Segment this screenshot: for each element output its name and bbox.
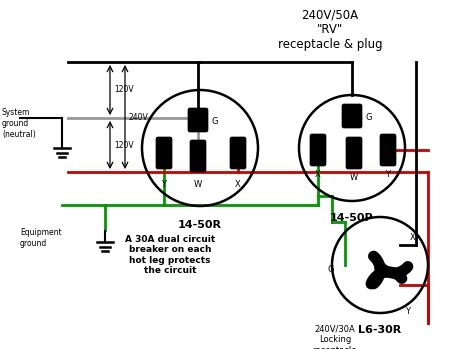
Text: 14-50R: 14-50R [178,220,222,230]
Text: Y: Y [405,307,410,316]
Text: 120V: 120V [114,141,134,149]
Text: A 30A dual circuit
breaker on each
hot leg protects
the circuit: A 30A dual circuit breaker on each hot l… [125,235,215,275]
Text: W: W [194,180,202,189]
Text: Y: Y [385,170,391,179]
Text: G: G [366,112,373,121]
Text: 120V: 120V [114,86,134,95]
FancyBboxPatch shape [190,140,206,172]
Text: G: G [328,266,334,275]
FancyBboxPatch shape [156,137,172,169]
FancyBboxPatch shape [346,137,362,169]
FancyBboxPatch shape [380,134,396,166]
Text: W: W [350,173,358,182]
Text: G: G [212,117,219,126]
FancyBboxPatch shape [230,137,246,169]
Text: 14-50P: 14-50P [330,213,374,223]
Text: X: X [235,180,241,189]
FancyBboxPatch shape [342,104,362,128]
FancyBboxPatch shape [188,108,208,132]
Text: X: X [410,232,416,242]
Text: X: X [315,170,321,179]
Text: Equipment
ground: Equipment ground [20,228,62,248]
Text: 240V: 240V [129,112,149,121]
Text: System
ground
(neutral): System ground (neutral) [2,108,36,139]
Text: 240V/50A
"RV"
receptacle & plug: 240V/50A "RV" receptacle & plug [278,8,383,51]
Text: Y: Y [162,180,166,189]
FancyBboxPatch shape [310,134,326,166]
Text: L6-30R: L6-30R [358,325,401,335]
Text: 240V/30A
Locking
receptacle: 240V/30A Locking receptacle [313,325,357,349]
